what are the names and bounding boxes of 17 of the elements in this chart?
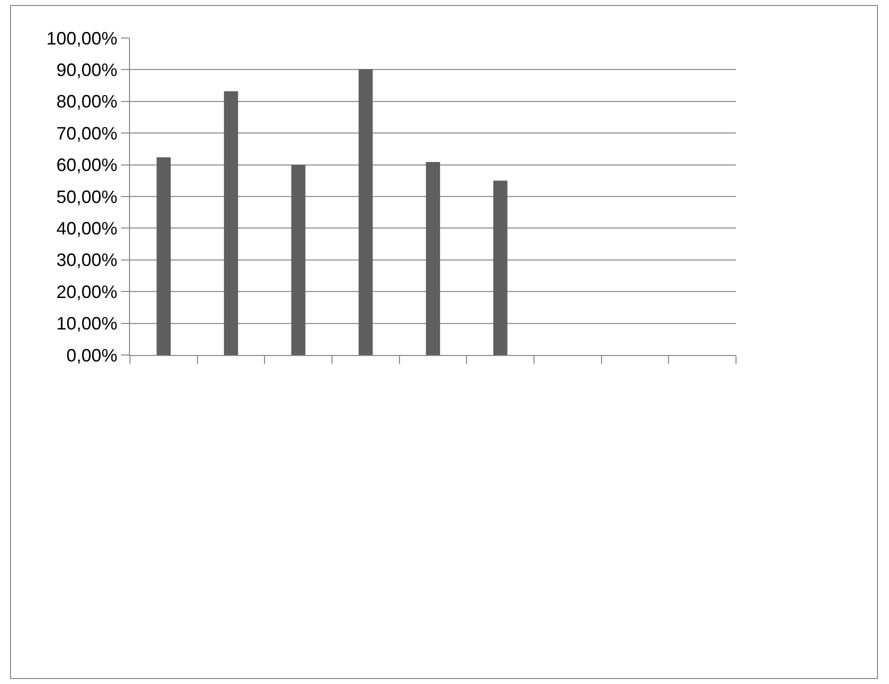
y-tick-label: 70,00% <box>56 123 118 144</box>
bar <box>426 162 440 355</box>
y-tick-label: 30,00% <box>56 250 118 270</box>
y-tick-label: 0,00% <box>66 345 118 366</box>
bar <box>291 164 306 355</box>
y-tick-label: 40,00% <box>56 218 118 238</box>
y-tick-label: 80,00% <box>56 92 118 112</box>
y-tick-label: 90,00% <box>56 60 118 80</box>
y-tick-label: 100,00% <box>46 28 118 48</box>
y-tick-label: 50,00% <box>56 186 118 207</box>
y-tick-label: 10,00% <box>56 314 118 334</box>
y-tick-label: 20,00% <box>56 282 118 302</box>
bar <box>493 180 508 355</box>
bar <box>358 69 373 355</box>
bar <box>156 157 171 355</box>
y-tick-label: 60,00% <box>56 155 118 176</box>
bar <box>224 91 238 355</box>
